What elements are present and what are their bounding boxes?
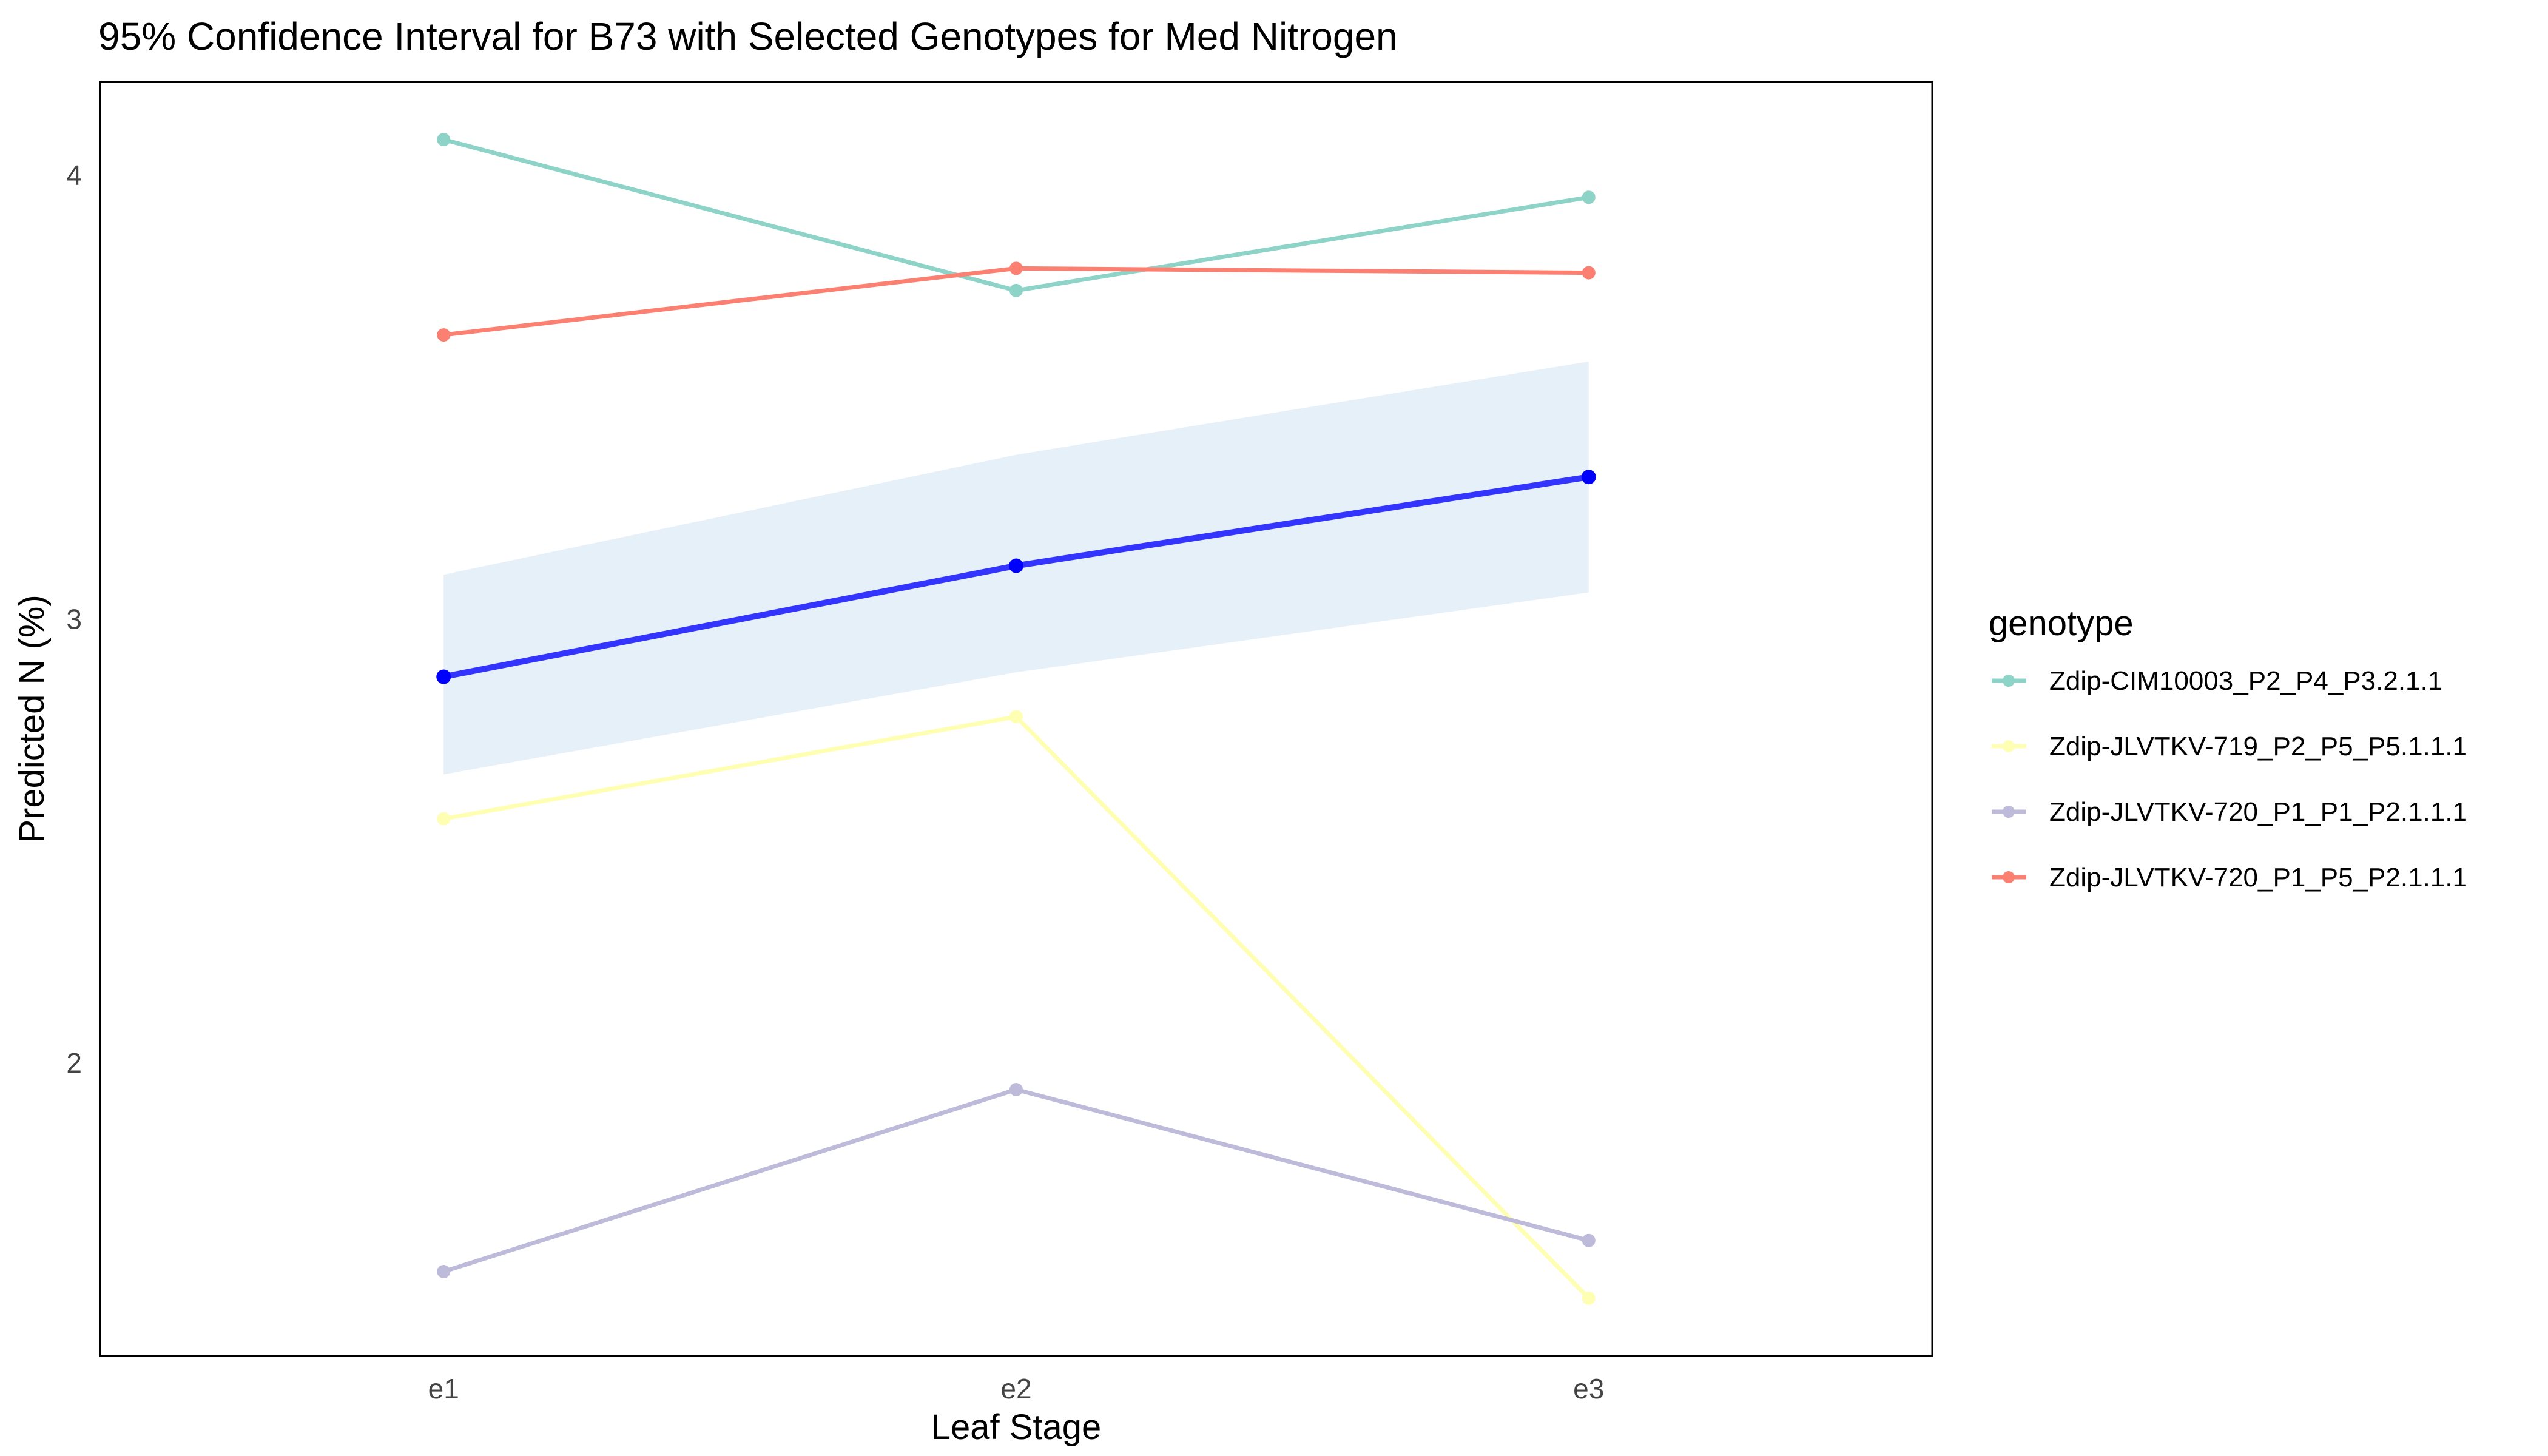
y-axis: 2 3 4 bbox=[66, 160, 82, 1079]
x-tick-label: e3 bbox=[1573, 1373, 1604, 1404]
legend-key-point bbox=[2003, 740, 2015, 752]
legend-item: Zdip-CIM10003_P2_P4_P3.2.1.1 bbox=[1992, 666, 2442, 696]
reference-point bbox=[1581, 470, 1596, 485]
data-point bbox=[1009, 710, 1023, 724]
data-point bbox=[437, 328, 451, 342]
data-point bbox=[1582, 1291, 1596, 1305]
reference-line-layer bbox=[436, 470, 1596, 684]
x-tick-label: e1 bbox=[428, 1373, 459, 1404]
data-point bbox=[1009, 283, 1023, 297]
legend-label: Zdip-JLVTKV-719_P2_P5_P5.1.1.1 bbox=[2049, 732, 2467, 761]
legend-key-point bbox=[2003, 675, 2015, 687]
data-point bbox=[437, 1264, 451, 1278]
legend-item: Zdip-JLVTKV-720_P1_P5_P2.1.1.1 bbox=[1992, 863, 2467, 892]
y-axis-title: Predicted N (%) bbox=[12, 595, 52, 843]
legend-key-point bbox=[2003, 871, 2015, 883]
y-tick-label: 3 bbox=[66, 603, 82, 635]
data-point bbox=[1582, 266, 1596, 280]
data-point bbox=[1009, 1082, 1023, 1096]
y-tick-label: 4 bbox=[66, 160, 82, 191]
legend-items: Zdip-CIM10003_P2_P4_P3.2.1.1 Zdip-JLVTKV-… bbox=[1992, 666, 2467, 892]
data-point bbox=[1582, 190, 1596, 204]
x-tick-label: e2 bbox=[1000, 1373, 1031, 1404]
data-point bbox=[1582, 1233, 1596, 1247]
chart-title: 95% Confidence Interval for B73 with Sel… bbox=[98, 15, 1398, 58]
legend-item: Zdip-JLVTKV-719_P2_P5_P5.1.1.1 bbox=[1992, 732, 2467, 761]
legend-item: Zdip-JLVTKV-720_P1_P1_P2.1.1.1 bbox=[1992, 797, 2467, 827]
series-1 bbox=[437, 133, 1596, 297]
plot-area bbox=[99, 81, 1933, 1357]
x-axis: e1 e2 e3 bbox=[428, 1373, 1605, 1404]
legend: genotype Zdip-CIM10003_P2_P4_P3.2.1.1Zdi… bbox=[1989, 604, 2467, 892]
legend-label: Zdip-JLVTKV-720_P1_P5_P2.1.1.1 bbox=[2049, 863, 2467, 892]
legend-label: Zdip-JLVTKV-720_P1_P1_P2.1.1.1 bbox=[2049, 797, 2467, 827]
series-3 bbox=[437, 1082, 1596, 1278]
series-layer bbox=[437, 133, 1596, 1305]
legend-title: genotype bbox=[1989, 604, 2134, 643]
x-axis-title: Leaf Stage bbox=[931, 1407, 1102, 1447]
reference-point bbox=[1009, 558, 1023, 573]
data-point bbox=[437, 133, 451, 147]
legend-label: Zdip-CIM10003_P2_P4_P3.2.1.1 bbox=[2049, 666, 2442, 696]
series-2 bbox=[437, 710, 1596, 1305]
legend-key-point bbox=[2003, 806, 2015, 818]
data-point bbox=[1009, 261, 1023, 275]
data-point bbox=[437, 812, 451, 826]
y-tick-label: 2 bbox=[66, 1047, 82, 1079]
series-4 bbox=[437, 261, 1596, 342]
reference-point bbox=[436, 669, 451, 684]
